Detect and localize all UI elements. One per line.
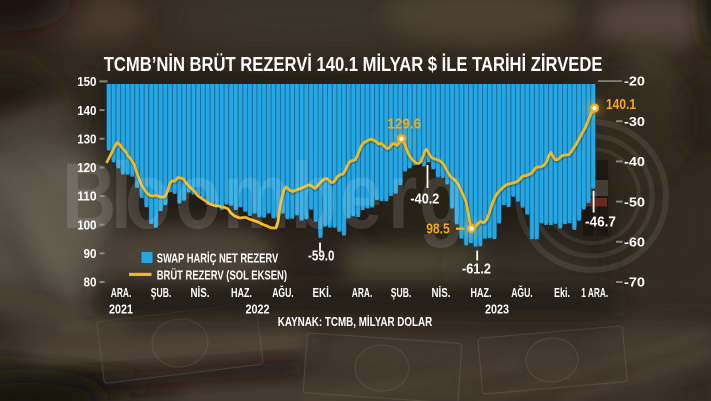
svg-text:-59.0: -59.0: [308, 248, 335, 264]
svg-text:-60: -60: [624, 235, 645, 250]
svg-text:100: 100: [77, 217, 96, 232]
svg-text:ŞUB.: ŞUB.: [391, 285, 412, 300]
svg-text:80: 80: [84, 275, 97, 290]
svg-text:r: r: [388, 144, 417, 249]
svg-text:-30: -30: [624, 114, 645, 129]
svg-text:EKİ.: EKİ.: [313, 285, 332, 300]
svg-text:129.6: 129.6: [387, 117, 421, 133]
svg-text:o: o: [175, 144, 221, 249]
svg-text:-46.7: -46.7: [585, 214, 616, 230]
svg-text:ARA.: ARA.: [352, 285, 373, 300]
svg-text:2022: 2022: [246, 302, 270, 317]
svg-text:-40: -40: [624, 154, 645, 169]
svg-text:1 ARA.: 1 ARA.: [581, 285, 608, 300]
svg-text:2021: 2021: [109, 302, 133, 317]
svg-text:-50: -50: [624, 194, 645, 209]
svg-text:Eki.: Eki.: [554, 285, 570, 300]
svg-text:-61.2: -61.2: [462, 261, 491, 277]
svg-text:m: m: [223, 144, 290, 249]
svg-text:b: b: [291, 144, 337, 249]
svg-text:TCMB’NİN BRÜT REZERVİ 140.1 Mİ: TCMB’NİN BRÜT REZERVİ 140.1 MİLYAR $ İLE…: [104, 53, 603, 76]
svg-text:NİS.: NİS.: [191, 285, 210, 300]
svg-text:140: 140: [77, 103, 96, 118]
svg-text:HAZ.: HAZ.: [231, 285, 252, 300]
svg-text:-40.2: -40.2: [410, 191, 439, 207]
svg-text:150: 150: [77, 74, 96, 89]
svg-text:90: 90: [84, 246, 97, 261]
svg-text:120: 120: [77, 160, 96, 175]
svg-text:ARA.: ARA.: [111, 285, 132, 300]
svg-text:AĞU.: AĞU.: [511, 285, 533, 300]
svg-text:AĞU.: AĞU.: [272, 285, 294, 300]
svg-text:-70: -70: [624, 275, 645, 290]
svg-text:l: l: [111, 144, 132, 249]
svg-text:B: B: [62, 144, 116, 249]
svg-text:BRÜT REZERV (SOL EKSEN): BRÜT REZERV (SOL EKSEN): [157, 267, 287, 282]
svg-text:KAYNAK: TCMB, MİLYAR DOLAR: KAYNAK: TCMB, MİLYAR DOLAR: [278, 314, 433, 329]
svg-text:140.1: 140.1: [606, 97, 636, 113]
svg-text:98.5: 98.5: [426, 222, 450, 238]
svg-text:-20: -20: [624, 74, 645, 89]
svg-text:NİS.: NİS.: [432, 285, 451, 300]
svg-text:g: g: [419, 144, 465, 249]
svg-text:SWAP HARİÇ NET REZERV: SWAP HARİÇ NET REZERV: [157, 250, 279, 265]
svg-text:ŞUB.: ŞUB.: [151, 285, 172, 300]
svg-text:2023: 2023: [485, 302, 509, 317]
svg-text:o: o: [125, 144, 171, 249]
svg-text:110: 110: [77, 189, 96, 204]
svg-text:HAZ.: HAZ.: [471, 285, 492, 300]
svg-text:130: 130: [77, 131, 96, 146]
svg-text:e: e: [340, 144, 382, 249]
